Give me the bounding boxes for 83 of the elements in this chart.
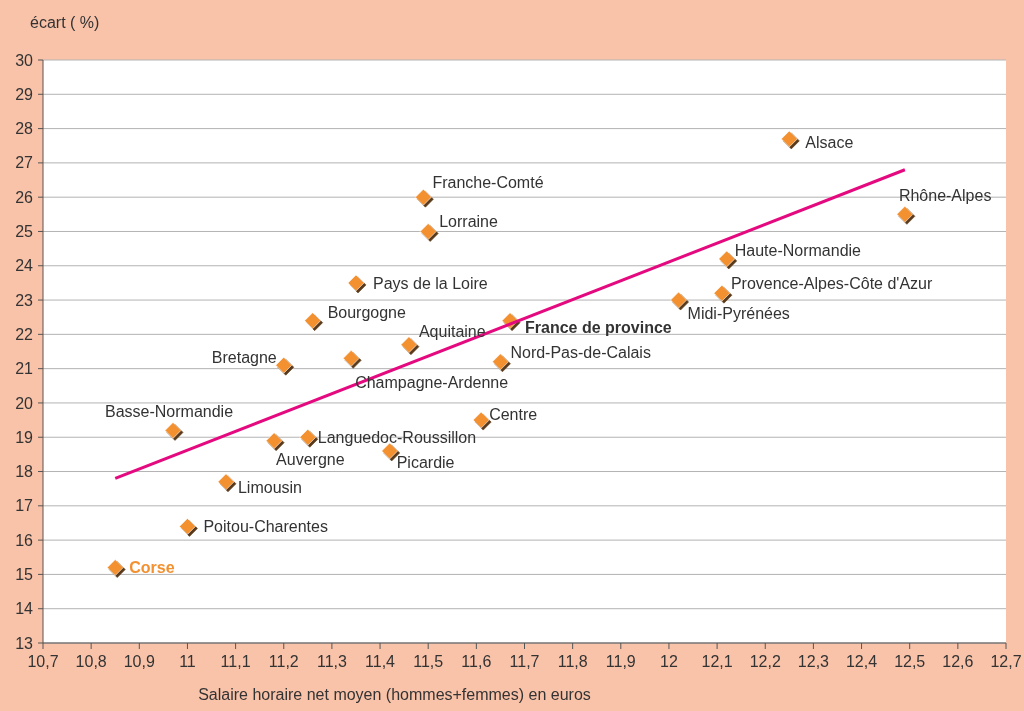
point <box>179 518 196 535</box>
point <box>670 291 687 309</box>
point <box>275 356 293 374</box>
annotation: France de province <box>525 319 672 337</box>
annotation: Poitou-Charentes <box>203 518 328 535</box>
y-tick-label: 14 <box>15 600 34 618</box>
annotation: Rhône-Alpes <box>898 186 992 204</box>
y-axis-title: écart ( %) <box>30 14 100 31</box>
x-tick-label: 12,4 <box>845 653 878 670</box>
y-tick-label: 27 <box>15 154 34 172</box>
x-axis-title: Salaire horaire net moyen (hommes+femmes) en euros <box>198 686 591 703</box>
annotation: Auvergne <box>276 451 345 469</box>
point <box>342 350 360 367</box>
y-tick-label: 28 <box>15 120 34 138</box>
point <box>304 312 321 329</box>
y-tick-label: 20 <box>15 394 34 412</box>
x-tick-label: 11,4 <box>365 653 396 670</box>
x-tick-label: 11,7 <box>509 653 540 670</box>
y-tick-label: 15 <box>15 566 34 584</box>
point <box>419 223 437 240</box>
y-tick-label: 21 <box>15 360 34 378</box>
point <box>896 206 914 223</box>
y-tick-label: 22 <box>15 325 34 343</box>
x-tick-label: 12,2 <box>749 653 781 670</box>
y-tick-label: 17 <box>15 497 34 515</box>
x-tick-label: 11,9 <box>605 653 636 670</box>
point <box>718 250 736 268</box>
x-tick-label: 10,8 <box>75 653 107 670</box>
point <box>492 353 509 371</box>
annotation: Franche-Comté <box>432 173 544 191</box>
x-tick-label: 12,7 <box>990 653 1022 670</box>
annotation: Limousin <box>237 479 302 497</box>
point <box>400 336 418 353</box>
x-tick-label: 11,1 <box>220 653 251 670</box>
annotation: Provence-Alpes-Côte d'Azur <box>730 274 933 292</box>
annotation: Haute-Normandie <box>734 241 862 259</box>
point <box>472 411 490 429</box>
y-tick-label: 18 <box>15 463 34 481</box>
point <box>415 188 432 206</box>
annotation: Bretagne <box>211 348 277 366</box>
x-tick-label: 12,3 <box>797 653 830 670</box>
annotation: Pays de la Loire <box>372 274 488 292</box>
annotation: Nord-Pas-de-Calais <box>510 344 651 362</box>
x-tick-label: 10,9 <box>123 653 155 670</box>
y-tick-label: 25 <box>15 223 34 241</box>
annotation: Aquitaine <box>418 323 486 341</box>
x-tick-label: 11,5 <box>413 653 444 670</box>
y-tick-label: 13 <box>15 634 34 652</box>
y-tick-label: 19 <box>15 428 34 446</box>
y-tick-label: 16 <box>15 531 34 549</box>
y-tick-label: 23 <box>15 291 34 309</box>
point <box>164 422 182 439</box>
x-tick-label: 11,3 <box>316 653 347 670</box>
annotation: Corse <box>129 559 175 577</box>
annotation: Centre <box>489 405 538 423</box>
annotation: Champagne-Ardenne <box>355 373 509 391</box>
annotation: Midi-Pyrénées <box>687 304 790 322</box>
point <box>217 473 235 491</box>
annotation: Lorraine <box>439 213 498 231</box>
annotation: Languedoc-Roussillon <box>317 428 477 446</box>
y-tick-label: 24 <box>15 257 34 275</box>
point <box>106 559 124 576</box>
annotation: Bourgogne <box>327 304 407 322</box>
annotation: Alsace <box>805 134 854 152</box>
point <box>347 274 365 292</box>
annotation: Picardie <box>396 453 455 471</box>
x-tick-label: 10,7 <box>27 653 59 670</box>
point <box>265 432 283 449</box>
y-tick-label: 29 <box>15 85 34 103</box>
y-tick-label: 26 <box>15 188 34 206</box>
x-tick-label: 12,1 <box>701 653 733 670</box>
x-tick-label: 11,6 <box>461 653 492 670</box>
y-tick-label: 30 <box>15 51 34 69</box>
x-tick-label: 12,6 <box>942 653 974 670</box>
x-tick-label: 11,2 <box>268 653 299 670</box>
point <box>299 428 317 446</box>
annotation: Basse-Normandie <box>104 402 234 420</box>
x-tick-label: 12 <box>660 653 678 670</box>
point <box>781 130 798 148</box>
x-tick-label: 11,8 <box>557 653 588 670</box>
point <box>713 284 731 302</box>
x-tick-label: 11 <box>179 653 196 670</box>
x-tick-label: 12,5 <box>894 653 926 670</box>
